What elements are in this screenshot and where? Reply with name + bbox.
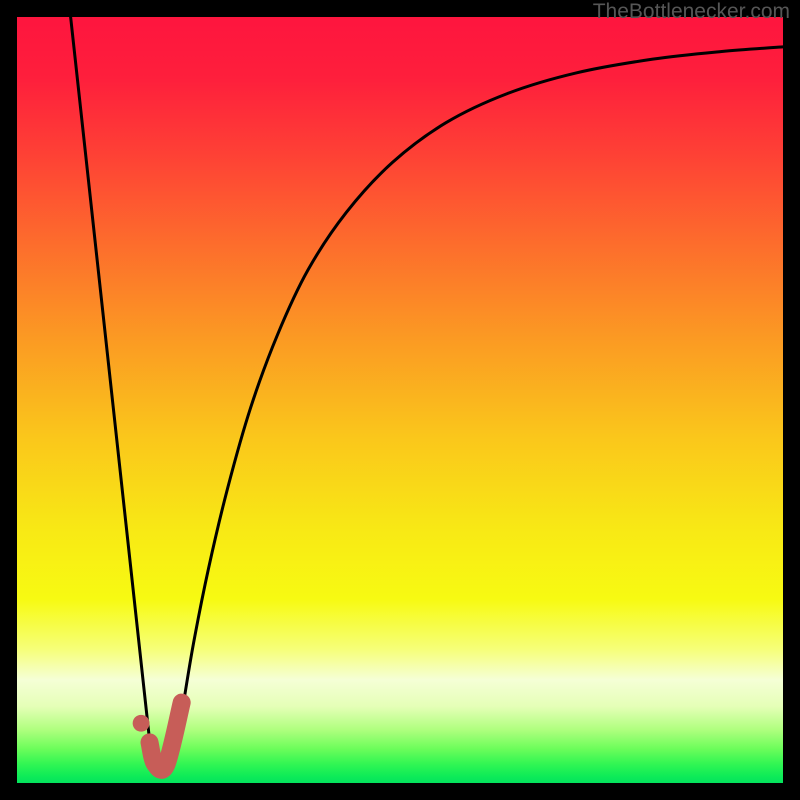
left-descending-line <box>71 17 153 768</box>
watermark-text: TheBottlenecker.com <box>593 0 790 24</box>
plot-area <box>17 17 783 783</box>
checkmark-hook <box>150 703 182 770</box>
checkmark-dot <box>133 715 150 732</box>
chart-frame: TheBottlenecker.com <box>0 0 800 800</box>
curves-layer <box>17 17 783 783</box>
right-saturation-curve <box>172 47 783 768</box>
